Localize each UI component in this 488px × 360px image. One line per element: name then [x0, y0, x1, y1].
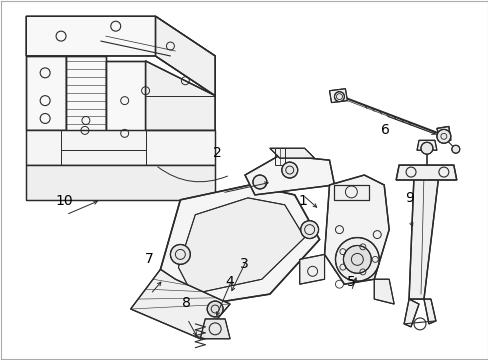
- Polygon shape: [334, 185, 368, 200]
- Polygon shape: [436, 126, 450, 142]
- Polygon shape: [178, 198, 304, 294]
- Ellipse shape: [420, 142, 432, 154]
- Polygon shape: [66, 56, 105, 135]
- Polygon shape: [26, 165, 215, 200]
- Polygon shape: [26, 130, 215, 165]
- Polygon shape: [145, 61, 215, 130]
- Polygon shape: [269, 148, 314, 158]
- Text: 6: 6: [380, 123, 389, 137]
- Text: 2: 2: [213, 146, 222, 160]
- Ellipse shape: [281, 162, 297, 178]
- Text: 1: 1: [298, 194, 306, 208]
- Text: 5: 5: [346, 275, 355, 289]
- Polygon shape: [329, 89, 346, 103]
- Polygon shape: [244, 155, 334, 195]
- Ellipse shape: [343, 246, 370, 273]
- Text: 10: 10: [56, 194, 73, 208]
- Ellipse shape: [334, 92, 344, 102]
- Polygon shape: [423, 299, 435, 324]
- Ellipse shape: [207, 301, 223, 317]
- Polygon shape: [373, 279, 393, 304]
- Polygon shape: [160, 185, 319, 309]
- Polygon shape: [408, 175, 438, 299]
- Ellipse shape: [436, 129, 450, 143]
- Polygon shape: [395, 165, 456, 180]
- Polygon shape: [324, 175, 388, 284]
- Ellipse shape: [252, 175, 266, 189]
- Polygon shape: [416, 140, 436, 150]
- Text: 7: 7: [145, 252, 154, 266]
- Polygon shape: [105, 61, 145, 138]
- Polygon shape: [200, 319, 230, 339]
- Polygon shape: [26, 16, 215, 96]
- Polygon shape: [155, 16, 215, 96]
- Text: 8: 8: [182, 296, 190, 310]
- Ellipse shape: [300, 221, 318, 239]
- Polygon shape: [130, 269, 230, 339]
- Ellipse shape: [335, 238, 379, 281]
- Polygon shape: [299, 255, 324, 284]
- Polygon shape: [403, 299, 418, 327]
- Text: 9: 9: [405, 191, 413, 205]
- Text: 3: 3: [240, 257, 248, 271]
- Ellipse shape: [170, 244, 190, 264]
- Text: 4: 4: [225, 275, 234, 289]
- Ellipse shape: [451, 145, 459, 153]
- Polygon shape: [26, 56, 66, 130]
